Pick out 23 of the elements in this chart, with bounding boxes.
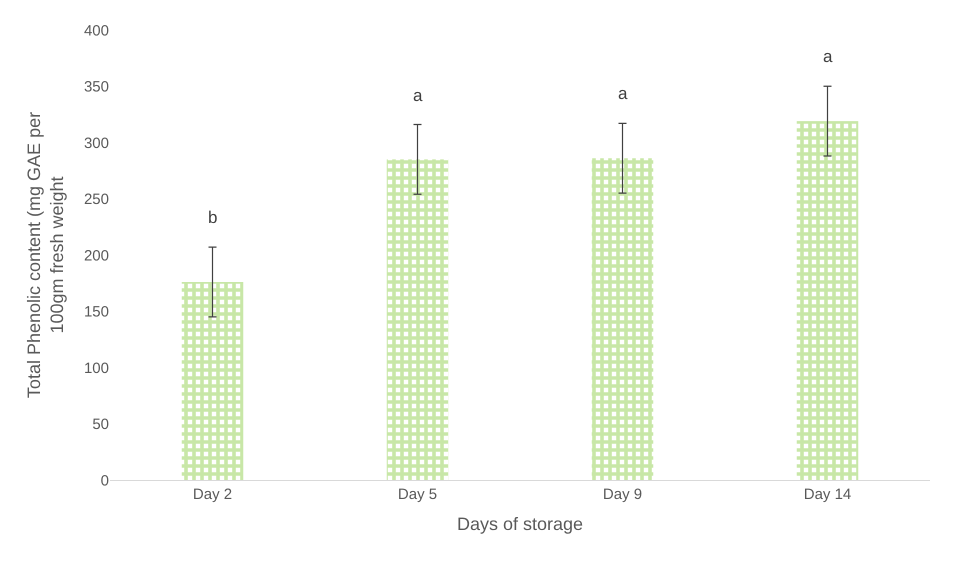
bar — [592, 158, 654, 480]
bar — [796, 121, 858, 480]
x-axis-title: Days of storage — [456, 514, 584, 534]
y-axis-title: Total Phenolic content (mg GAE per 100gm fresh weight — [24, 112, 68, 398]
y-tick-label: 400 — [84, 22, 109, 40]
bar — [182, 282, 244, 480]
y-tick-label: 200 — [84, 247, 109, 264]
y-tick-label: 350 — [84, 78, 109, 96]
annotation: a — [823, 47, 833, 66]
y-tick-label: 50 — [92, 416, 109, 433]
x-tick-label: Day 14 — [804, 486, 852, 503]
annotation: a — [413, 86, 423, 105]
y-tick-label: 150 — [84, 304, 109, 320]
y-tick-label: 300 — [84, 134, 109, 152]
x-tick-label: Day 5 — [398, 486, 438, 503]
annotation: b — [208, 208, 218, 227]
x-tick-label: Day 2 — [192, 486, 232, 503]
y-tick-label: 250 — [84, 191, 109, 208]
y-tick-label: 0 — [100, 472, 109, 490]
bar — [386, 159, 448, 480]
x-tick-label: Day 9 — [602, 486, 642, 503]
y-tick-label: 100 — [84, 360, 109, 377]
annotation: a — [618, 84, 628, 103]
